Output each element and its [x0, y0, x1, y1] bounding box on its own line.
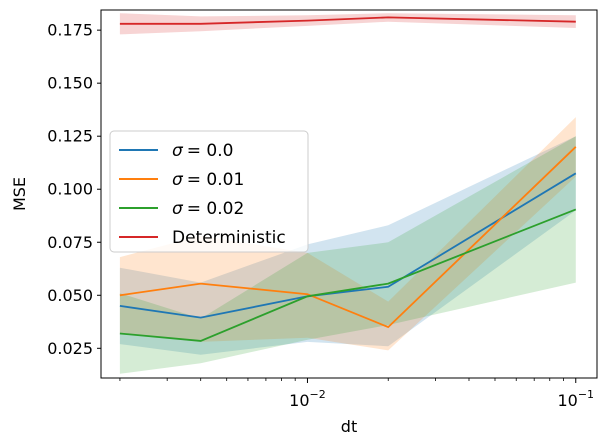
y-tick-label: 0.075	[47, 233, 93, 252]
legend-label: σ = 0.02	[172, 199, 244, 219]
legend-value: Deterministic	[172, 228, 286, 248]
confidence-bands	[119, 13, 576, 374]
x-tick-label: 10−2	[289, 388, 326, 410]
x-axis: 10−2 10−1	[119, 378, 594, 410]
band-series-1	[119, 117, 576, 351]
x-tick-base: 10	[289, 391, 309, 410]
x-tick-exponent: −2	[310, 388, 326, 401]
plot-frame	[100, 9, 598, 379]
legend-item: σ = 0.02	[119, 199, 244, 219]
legend-label: σ = 0.0	[172, 141, 233, 161]
y-tick-label: 0.125	[47, 127, 93, 146]
series-lines	[119, 16, 577, 342]
band-series-2	[119, 136, 576, 374]
legend-symbol: σ	[172, 170, 184, 190]
y-tick-label: 0.150	[47, 74, 93, 93]
legend-item: σ = 0.01	[119, 170, 244, 190]
x-axis-label: dt	[341, 417, 357, 436]
x-tick-label: 10−1	[557, 388, 594, 410]
x-tick-base: 10	[557, 391, 577, 410]
legend-value: = 0.01	[187, 170, 245, 190]
y-tick-label: 0.050	[47, 286, 93, 305]
legend-item: Deterministic	[119, 228, 286, 248]
band-series-0	[119, 136, 576, 355]
legend-label: Deterministic	[172, 228, 286, 248]
y-tick-label: 0.100	[47, 180, 93, 199]
y-tick-label: 0.025	[47, 339, 93, 358]
legend-symbol: σ	[172, 199, 184, 219]
line-series-1	[119, 146, 577, 329]
legend-value: = 0.02	[187, 199, 245, 219]
x-tick-exponent: −1	[578, 388, 594, 401]
y-axis: 0.025 0.050 0.075 0.100 0.125 0.150 0.175	[47, 21, 101, 358]
legend-symbol: σ	[172, 141, 184, 161]
legend-value: = 0.0	[187, 141, 234, 161]
line-series-3	[119, 16, 576, 25]
legend-label: σ = 0.01	[172, 170, 244, 190]
line-series-2	[119, 208, 577, 342]
legend-box	[109, 130, 309, 253]
legend-item: σ = 0.0	[119, 141, 233, 161]
y-axis-label: MSE	[10, 177, 29, 211]
y-tick-label: 0.175	[47, 21, 93, 40]
